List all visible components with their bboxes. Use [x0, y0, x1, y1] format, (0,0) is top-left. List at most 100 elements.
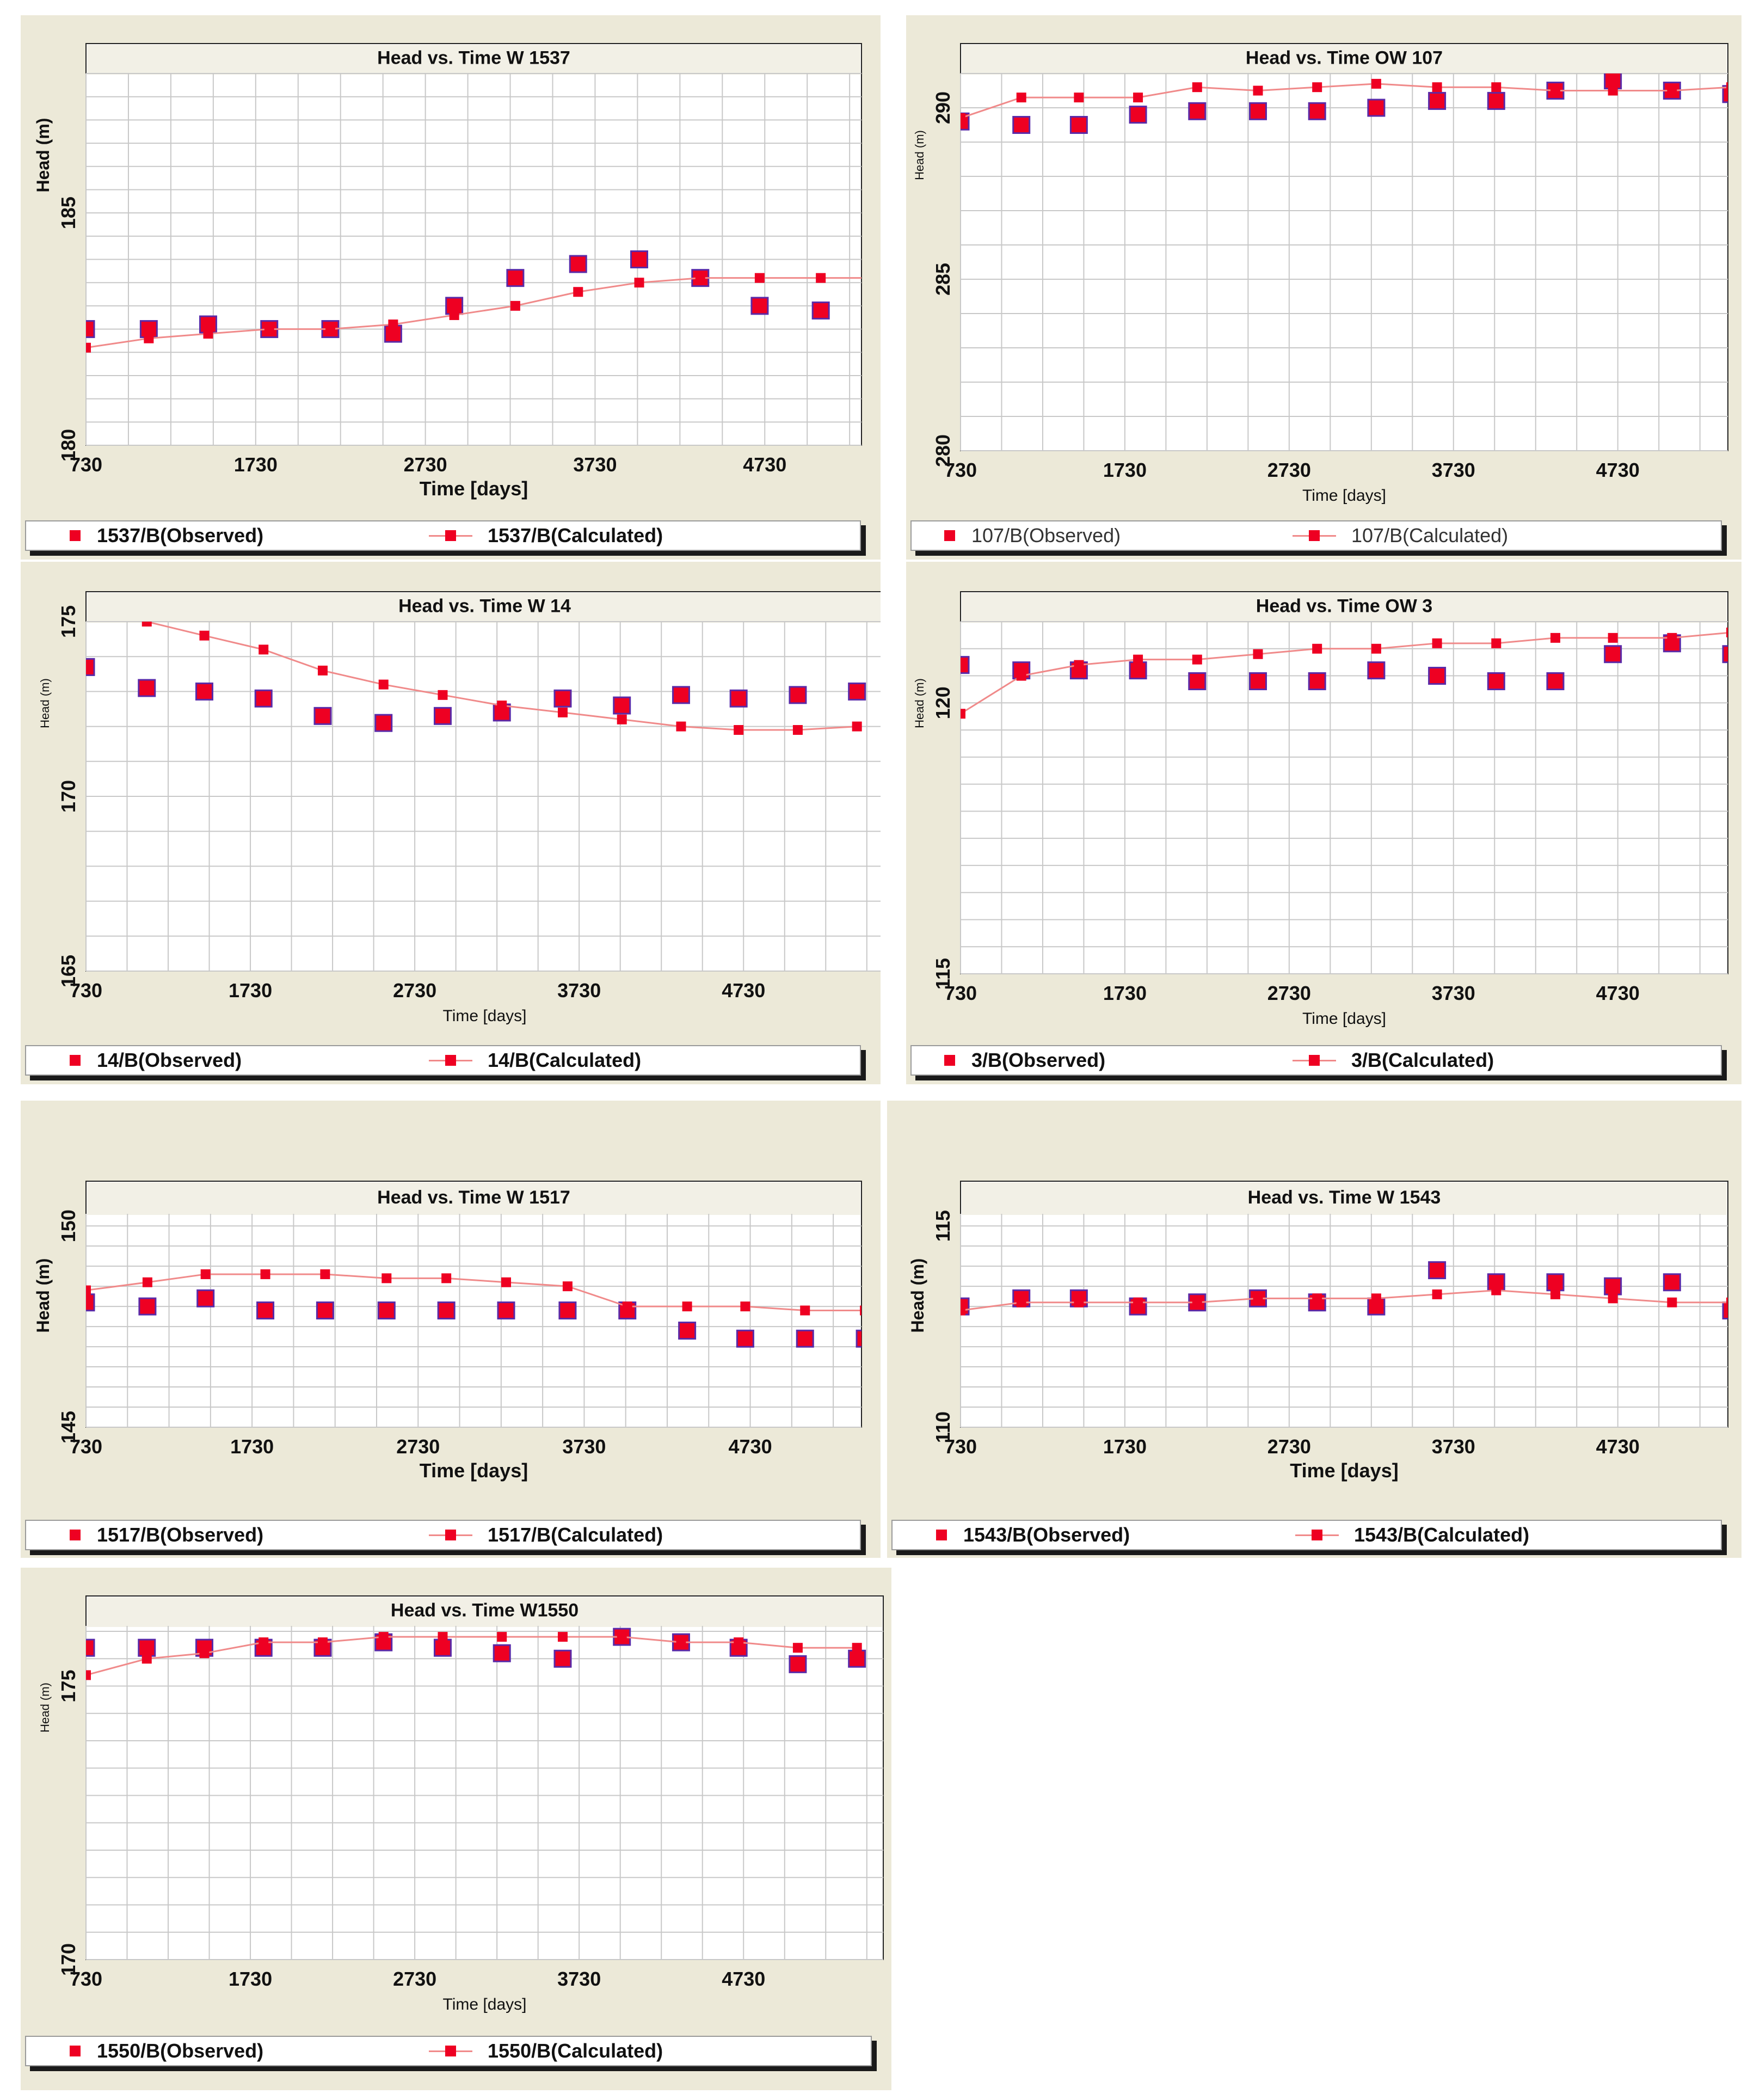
calculated-point [1432, 1289, 1442, 1299]
calculated-point [86, 342, 91, 353]
y-tick-label: 180 [57, 429, 79, 462]
calculated-point [1371, 1293, 1381, 1304]
legend-item: 1543/B(Observed) [936, 1521, 1130, 1549]
observed-marker-icon [70, 1527, 82, 1543]
x-tick-label: 2730 [393, 979, 436, 1002]
chart-title: Head vs. Time W 1543 [1248, 1187, 1441, 1208]
x-tick-label: 1730 [230, 1435, 274, 1458]
calculated-line [86, 1636, 857, 1676]
observed-point [1129, 661, 1147, 680]
calculated-line-icon [429, 1052, 472, 1069]
calculated-point [1312, 82, 1322, 93]
series-group [86, 1269, 861, 1348]
series-group [961, 73, 1728, 134]
observed-point [873, 307, 881, 323]
chart-svg: Head vs. Time W 1543 730 1730 2730 3730 4730 T… [908, 1181, 1728, 1482]
legend-item: 1543/B(Calculated) [1295, 1521, 1529, 1549]
observed-point [1188, 102, 1207, 120]
title-band [87, 593, 881, 623]
calculated-point [734, 725, 744, 735]
observed-point [86, 658, 95, 676]
calculated-point [800, 1305, 810, 1316]
legend-label: 107/B(Calculated) [1351, 524, 1509, 547]
legend: 1537/B(Observed) 1537/B(Calculated) [25, 520, 861, 551]
legend: 14/B(Observed) 14/B(Calculated) [25, 1045, 861, 1076]
series-group [86, 250, 881, 353]
calculated-point [317, 665, 328, 676]
calculated-point [199, 630, 210, 641]
observed-point [256, 1301, 275, 1320]
observed-point [1604, 645, 1622, 664]
y-tick-label: 170 [57, 780, 79, 813]
observed-point [750, 297, 769, 315]
observed-point [196, 1289, 215, 1307]
chart-title: Head vs. Time W 14 [398, 595, 571, 616]
observed-point [1546, 1273, 1565, 1292]
calculated-point [557, 1632, 568, 1642]
observed-point [1487, 672, 1505, 690]
observed-point [553, 689, 572, 708]
calculated-line-icon [429, 1527, 472, 1543]
y-tick-label: 110 [932, 1411, 954, 1443]
grid [85, 73, 861, 446]
plot-area [960, 591, 1728, 974]
calculated-point [1016, 93, 1026, 103]
calculated-line [961, 631, 1728, 715]
chart-svg: Head vs. Time OW 107 730 1730 2730 3730 4730 T… [913, 43, 1728, 505]
x-tick-label: 1730 [234, 453, 278, 476]
x-tick-label: 730 [944, 1435, 977, 1458]
x-tick-label: 3730 [557, 1968, 601, 1990]
calculated-point [1491, 1285, 1501, 1295]
x-tick-label: 4730 [722, 979, 765, 1002]
observed-marker-icon [936, 1527, 948, 1543]
series-group [961, 627, 1728, 719]
legend-label: 1550/B(Calculated) [488, 2040, 663, 2062]
calculated-point [734, 1637, 744, 1648]
observed-point [1722, 1301, 1728, 1320]
observed-point [736, 1329, 754, 1348]
legend-item: 3/B(Calculated) [1293, 1046, 1494, 1074]
observed-point [86, 1293, 95, 1312]
observed-point [138, 679, 156, 697]
legend-item: 107/B(Observed) [944, 521, 1121, 550]
legend-label: 3/B(Calculated) [1351, 1049, 1494, 1071]
grid [960, 621, 1728, 974]
calculated-line-icon [1293, 1052, 1336, 1069]
calculated-point [1253, 85, 1263, 96]
calculated-point [1550, 633, 1560, 643]
x-tick-label: 4730 [729, 1435, 772, 1458]
calculated-point [877, 273, 881, 283]
observed-point [613, 696, 631, 715]
series-group [86, 1628, 866, 1680]
calculated-point [381, 1273, 392, 1284]
observed-point [796, 1329, 814, 1348]
calculated-point [1133, 93, 1143, 103]
y-tick-label: 115 [932, 958, 954, 990]
legend-label: 1537/B(Calculated) [488, 524, 663, 547]
chart-title: Head vs. Time W 1537 [377, 47, 570, 68]
observed-point [1188, 672, 1207, 690]
calculated-line-icon [429, 527, 472, 544]
calculated-point [557, 707, 568, 717]
chart-svg: Head vs. Time W 1517 730 1730 2730 3730 4730 T… [33, 1181, 862, 1482]
calculated-line [961, 1290, 1728, 1311]
calculated-point [1074, 660, 1084, 670]
calculated-point [634, 278, 644, 288]
x-tick-label: 2730 [396, 1435, 440, 1458]
calculated-point [199, 1648, 210, 1659]
observed-point [553, 1649, 572, 1668]
observed-point [1248, 102, 1267, 120]
title-band [87, 1597, 882, 1627]
calculated-point [1192, 1297, 1202, 1307]
title-band [962, 1182, 1727, 1215]
x-tick-label: 3730 [562, 1435, 606, 1458]
observed-point [1248, 672, 1267, 690]
observed-point [433, 1638, 452, 1657]
calculated-point [1550, 1289, 1560, 1299]
x-axis-label: Time [days] [443, 1007, 527, 1025]
chart-svg: Head vs. Time OW 3 730 1730 2730 3730 4730 Tim… [913, 591, 1728, 1028]
calculated-point [200, 1269, 211, 1279]
calculated-line-icon [1293, 527, 1336, 544]
calculated-point [1371, 643, 1381, 654]
calculated-point [1726, 1297, 1728, 1307]
